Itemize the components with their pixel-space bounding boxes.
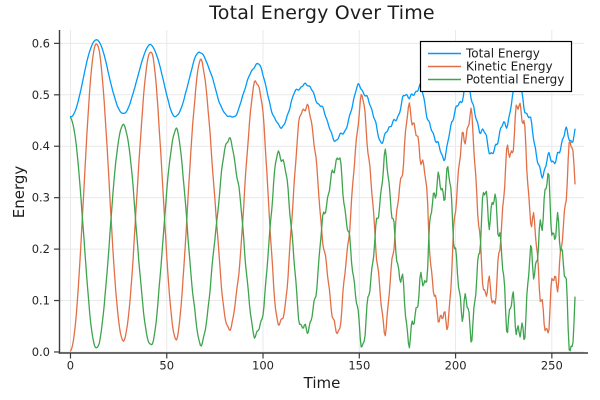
y-tick-label: 0.3 [32,191,50,205]
kinetic-energy-line [69,43,576,352]
x-tick-label: 0 [67,359,74,373]
x-tick-label: 150 [348,359,370,373]
y-tick-label: 0.6 [32,36,50,50]
x-tick-label: 200 [445,359,467,373]
x-tick-label: 100 [252,359,274,373]
y-tick-label: 0.4 [32,139,50,153]
potential-energy-line [69,116,576,352]
x-tick-label: 250 [541,359,563,373]
x-axis-label: Time [303,374,341,392]
chart-title: Total Energy Over Time [209,2,435,24]
y-tick-label: 0.0 [32,345,50,359]
y-tick-label: 0.5 [32,88,50,102]
y-tick-label: 0.1 [32,294,50,308]
legend-entry-label: Kinetic Energy [466,60,553,74]
x-tick-label: 50 [159,359,174,373]
y-tick-label: 0.2 [32,242,50,256]
total-energy-line [69,39,576,179]
legend-entry-label: Total Energy [465,47,540,61]
legend-entry-label: Potential Energy [466,73,564,87]
